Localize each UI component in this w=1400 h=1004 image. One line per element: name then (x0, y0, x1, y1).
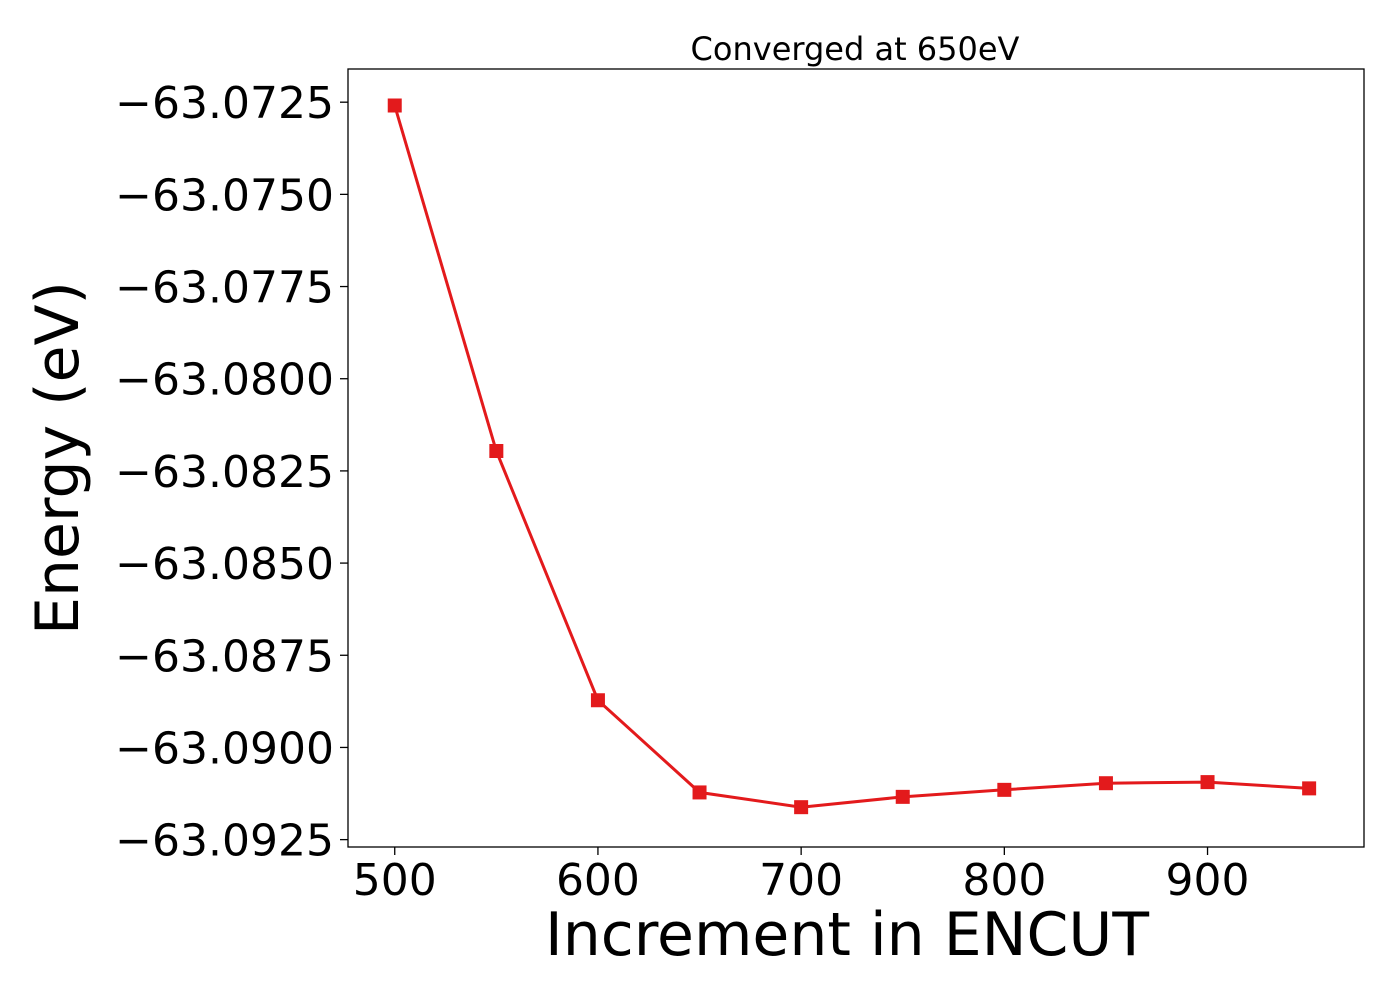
data-point-marker (1098, 776, 1113, 791)
data-point-marker (692, 785, 707, 800)
chart-title: Converged at 650eV (691, 30, 1020, 68)
x-tick-label: 700 (759, 855, 843, 906)
y-tick-label: −63.0750 (115, 170, 334, 221)
y-tick-label: −63.0800 (115, 355, 334, 406)
plot-area-frame (347, 68, 1365, 848)
y-axis-label: Energy (eV) (23, 281, 93, 635)
x-tick-label: 500 (353, 855, 437, 906)
series-line (393, 105, 1310, 809)
y-tick-label: −63.0925 (115, 816, 334, 867)
x-tick-label: 800 (962, 855, 1046, 906)
data-point-marker (489, 443, 504, 458)
x-axis-label: Increment in ENCUT (545, 900, 1149, 970)
data-point-marker (1302, 781, 1317, 796)
series-markers (387, 98, 1317, 815)
x-tick-label: 600 (556, 855, 640, 906)
y-tick-label: −63.0825 (115, 447, 334, 498)
data-point-marker (1200, 775, 1215, 790)
data-point-marker (895, 789, 910, 804)
data-point-marker (794, 800, 809, 815)
y-tick-label: −63.0775 (115, 263, 334, 314)
x-axis: 500 600 700 800 900 (353, 847, 1250, 906)
y-axis: −63.0725 −63.0750 −63.0775 −63.0800 −63.0825… (115, 78, 348, 867)
data-point-marker (387, 98, 402, 113)
x-tick-label: 900 (1166, 855, 1250, 906)
y-tick-label: −63.0875 (115, 631, 334, 682)
data-point-marker (997, 782, 1012, 797)
y-tick-label: −63.0725 (115, 78, 334, 129)
data-point-marker (590, 693, 605, 708)
y-tick-label: −63.0900 (115, 723, 334, 774)
y-tick-label: −63.0850 (115, 539, 334, 590)
